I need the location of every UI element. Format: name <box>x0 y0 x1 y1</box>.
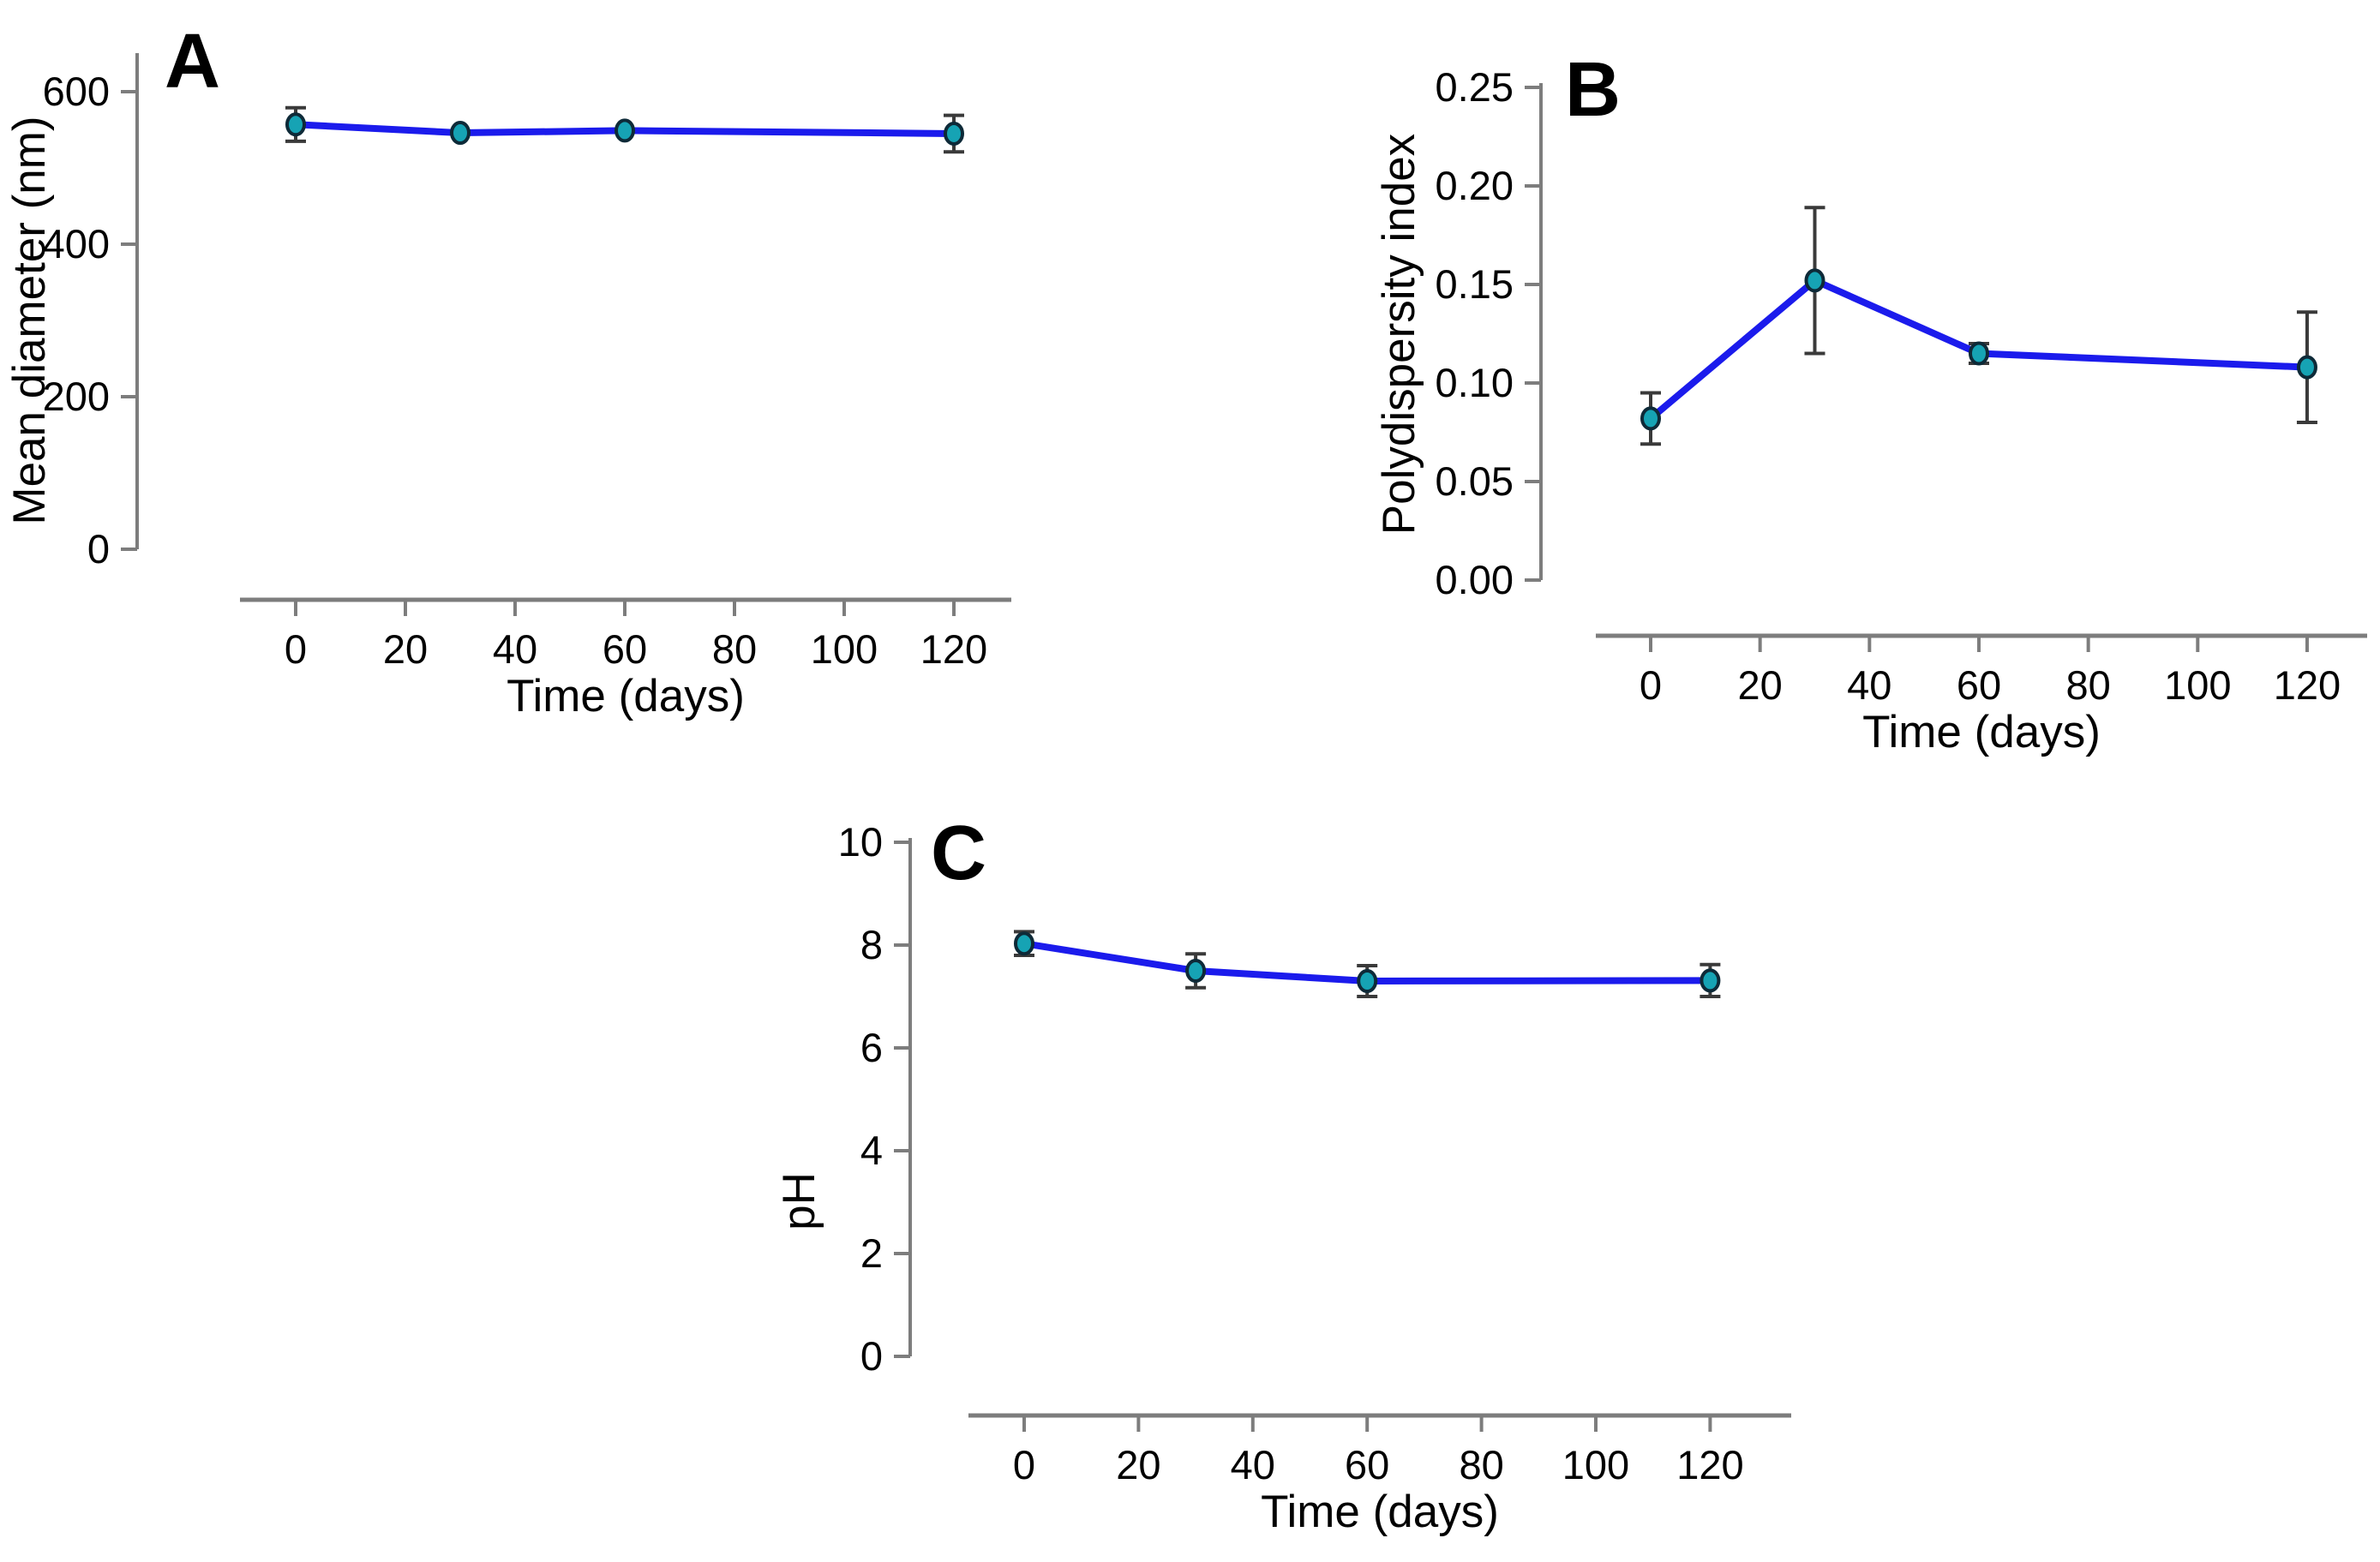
y-tick-label: 0.00 <box>1436 557 1514 602</box>
y-tick-label: 4 <box>860 1128 883 1173</box>
data-point-marker <box>1968 341 1989 366</box>
x-tick-label: 40 <box>493 626 537 672</box>
x-tick-label: 60 <box>602 626 647 672</box>
x-tick-label: 0 <box>1013 1442 1035 1487</box>
x-axis-title: Time (days) <box>1261 1487 1499 1537</box>
x-tick-label: 80 <box>712 626 757 672</box>
data-point-marker <box>2296 355 2317 380</box>
series-line <box>1647 277 2311 422</box>
x-tick-label: 100 <box>1562 1442 1629 1487</box>
y-tick-label: 600 <box>43 69 110 114</box>
x-tick-label: 120 <box>920 626 987 672</box>
y-tick-label: 0 <box>87 526 110 572</box>
series-line <box>292 121 957 137</box>
data-point-marker <box>1357 969 1378 993</box>
x-tick-label: 60 <box>1345 1442 1389 1487</box>
panel-letter: A <box>165 19 220 105</box>
y-axis-title: Mean diameter (nm) <box>4 116 55 524</box>
y-tick-label: 10 <box>838 819 883 865</box>
x-tick-label: 0 <box>1640 662 1662 708</box>
x-tick-label: 20 <box>1738 662 1783 708</box>
y-tick-label: 0.20 <box>1436 163 1514 208</box>
panel-letter: B <box>1565 47 1621 133</box>
y-tick-label: 6 <box>860 1025 883 1070</box>
x-tick-label: 120 <box>1676 1442 1743 1487</box>
y-tick-label: 2 <box>860 1230 883 1276</box>
x-axis-title: Time (days) <box>507 671 745 721</box>
data-point-marker <box>1804 268 1825 293</box>
y-axis-title: pH <box>774 1172 824 1230</box>
series-line <box>1021 940 1714 984</box>
x-tick-label: 40 <box>1231 1442 1275 1487</box>
chart-panel-a: 600 400 200 0 Mean diameter (nm) 0 20 40 60 80 100… <box>4 19 1011 721</box>
x-tick-label: 80 <box>2065 662 2110 708</box>
x-tick-label: 60 <box>1957 662 2001 708</box>
panel-letter: C <box>931 811 986 896</box>
data-point-marker <box>1185 959 1207 983</box>
x-tick-label: 20 <box>383 626 428 672</box>
data-point-marker <box>1640 406 1661 431</box>
x-tick-label: 0 <box>285 626 307 672</box>
y-tick-label: 0.15 <box>1436 261 1514 307</box>
data-point-marker <box>1014 931 1034 956</box>
y-tick-label: 200 <box>43 374 110 419</box>
y-axis-title: Polydispersity index <box>1374 134 1424 535</box>
y-tick-label: 0.25 <box>1436 64 1514 110</box>
x-tick-label: 20 <box>1116 1442 1160 1487</box>
y-tick-label: 0.10 <box>1436 360 1514 405</box>
chart-panel-b: 0.25 0.20 0.15 0.10 0.05 0.00 Polydispersity i… <box>1374 47 2367 757</box>
x-tick-label: 120 <box>2274 662 2341 708</box>
x-tick-label: 100 <box>811 626 878 672</box>
x-tick-label: 80 <box>1459 1442 1503 1487</box>
y-tick-label: 0.05 <box>1436 458 1514 504</box>
data-point-marker <box>450 121 471 146</box>
x-tick-label: 40 <box>1847 662 1891 708</box>
x-tick-label: 100 <box>2164 662 2231 708</box>
y-tick-label: 400 <box>43 221 110 266</box>
data-point-marker <box>944 121 964 146</box>
y-tick-label: 8 <box>860 922 883 967</box>
x-axis-title: Time (days) <box>1862 707 2101 757</box>
data-point-marker <box>1700 968 1721 993</box>
data-point-marker <box>614 118 635 143</box>
data-point-marker <box>285 112 306 137</box>
y-tick-label: 0 <box>860 1333 883 1379</box>
